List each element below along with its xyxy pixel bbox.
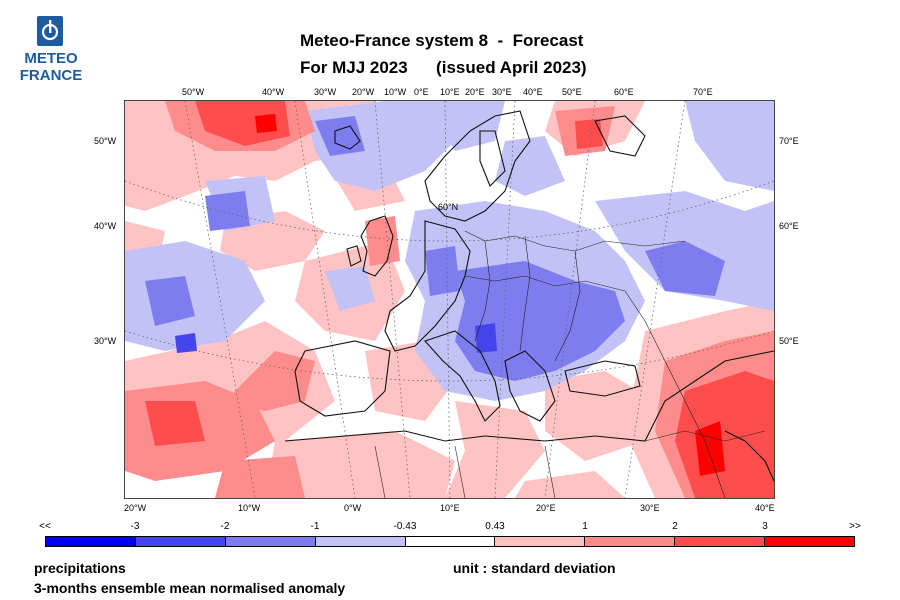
top-lon-label: 70°E [693, 87, 713, 97]
bottom-lon-label: 0°W [344, 503, 362, 513]
top-lon-label: 40°W [262, 87, 285, 97]
colorbar-label: 0.43 [485, 521, 505, 532]
colorbar-label: << [39, 521, 51, 532]
left-grid-label: 30°W [94, 336, 117, 346]
top-lon-label: 10°W [384, 87, 407, 97]
colorbar-label: -2 [220, 521, 230, 532]
colorbar-segment [585, 537, 676, 546]
top-lon-label: 10°E [440, 87, 460, 97]
right-grid-label: 70°E [779, 136, 799, 146]
colorbar-label: -0.43 [393, 521, 417, 532]
anomaly-map-canvas [125, 101, 774, 498]
colorbar-segment [675, 537, 766, 546]
anomaly-map [124, 100, 775, 499]
top-lon-label: 0°E [414, 87, 429, 97]
colorbar-segment [46, 537, 136, 546]
colorbar-label: 1 [582, 521, 588, 532]
bottom-lon-label: 20°W [124, 503, 147, 513]
variable-label: precipitations [34, 560, 126, 576]
colorbar-segment [495, 537, 586, 546]
colorbar [45, 536, 855, 547]
right-grid-label: 60°E [779, 221, 799, 231]
meteo-france-logo: METEO FRANCE [14, 16, 88, 86]
top-lon-label: 50°E [562, 87, 582, 97]
left-grid-label: 50°W [94, 136, 117, 146]
bottom-lon-label: 10°E [440, 503, 460, 513]
top-lon-label: 30°E [492, 87, 512, 97]
bottom-lon-label: 20°E [536, 503, 556, 513]
coastlines [284, 110, 774, 482]
top-lon-label: 50°W [182, 87, 205, 97]
top-lon-label: 40°E [523, 87, 543, 97]
colorbar-segment [765, 537, 855, 546]
meteo-france-logo-mark-icon [37, 16, 63, 46]
colorbar-segment [405, 537, 496, 546]
colorbar-segment [225, 537, 316, 546]
unit-label: unit : standard deviation [453, 560, 616, 576]
colorbar-segment [135, 537, 226, 546]
top-lon-label: 30°W [314, 87, 337, 97]
colorbar-segment [315, 537, 406, 546]
left-grid-label: 40°W [94, 221, 117, 231]
country-borders [374, 230, 766, 498]
colorbar-label: -1 [310, 521, 320, 532]
top-lon-label: 20°W [352, 87, 375, 97]
logo-text-meteo: METEO [24, 50, 78, 67]
colorbar-label: 2 [672, 521, 678, 532]
bottom-lon-label: 10°W [238, 503, 261, 513]
graticule-lines [125, 101, 774, 498]
logo-text-france: FRANCE [19, 67, 83, 84]
chart-subtitle: For MJJ 2023 (issued April 2023) [300, 58, 587, 77]
chart-title: Meteo-France system 8 - Forecast [300, 31, 584, 50]
medium-blue-anomaly-areas [145, 116, 725, 381]
colorbar-label: >> [849, 521, 861, 532]
top-lon-label: 60°E [614, 87, 634, 97]
right-grid-label: 50°E [779, 336, 799, 346]
dark-blue-anomaly-areas [175, 323, 497, 353]
bottom-lon-label: 40°E [755, 503, 775, 513]
bottom-lon-label: 30°E [640, 503, 660, 513]
colorbar-label: -3 [130, 521, 140, 532]
latitude-60n-label: 60°N [438, 202, 459, 212]
colorbar-label: 3 [762, 521, 768, 532]
top-lon-label: 20°E [465, 87, 485, 97]
extreme-red-anomaly-areas [255, 114, 725, 476]
description-label: 3-months ensemble mean normalised anomal… [34, 580, 346, 596]
